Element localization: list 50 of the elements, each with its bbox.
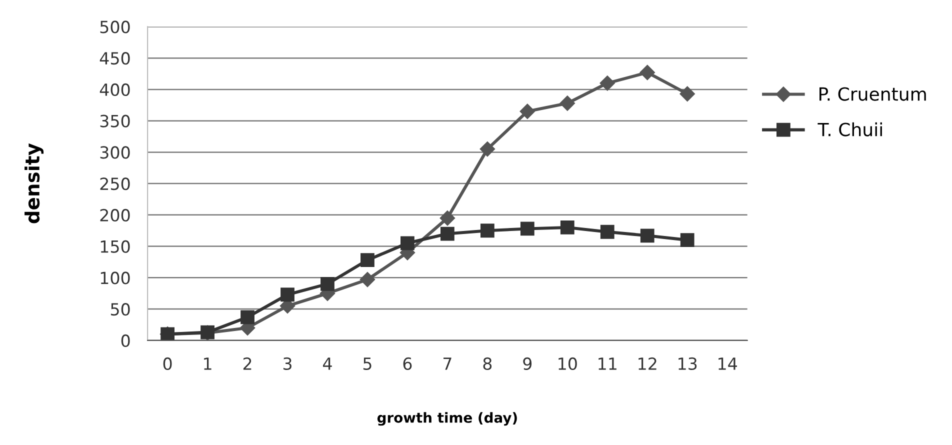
- y-tick-label: 500: [100, 20, 130, 34]
- y-tick-label: 100: [100, 272, 130, 284]
- x-tick-label: 9: [523, 357, 532, 370]
- point: [640, 228, 654, 243]
- y-tick-label: 300: [100, 146, 130, 159]
- point: [440, 226, 454, 241]
- x-tick-label: 0: [163, 357, 172, 370]
- y-tick-label: 400: [100, 83, 130, 96]
- y-tick-label: 200: [100, 208, 130, 222]
- point: [480, 224, 494, 238]
- point: [480, 141, 495, 157]
- point: [360, 253, 374, 268]
- x-tick-label: 6: [403, 357, 412, 370]
- point: [560, 96, 575, 111]
- x-tick-label: 7: [444, 358, 452, 370]
- y-tick-label: 150: [100, 240, 130, 253]
- y-tick-label: 450: [100, 52, 130, 65]
- point: [320, 277, 334, 291]
- y-tick-label: 0: [121, 334, 130, 347]
- y-tick-label: 350: [100, 114, 130, 128]
- point: [600, 76, 615, 91]
- point: [680, 86, 695, 102]
- x-tick-label: 3: [283, 357, 292, 370]
- x-tick-label: 2: [243, 357, 252, 370]
- x-tick-label: 5: [363, 358, 372, 370]
- x-tick-label: 14: [718, 358, 737, 370]
- y-tick-label: 50: [110, 303, 130, 316]
- x-tick-label: 13: [678, 357, 697, 370]
- point: [680, 233, 694, 247]
- y-tick-label: 250: [100, 178, 130, 190]
- point: [600, 224, 614, 239]
- point: [440, 210, 456, 226]
- legend-label: P. Cruentum: [820, 87, 926, 101]
- x-tick-label: 8: [483, 357, 492, 370]
- x-tick-label: 4: [323, 358, 332, 370]
- legend-label: T. Chuii: [818, 122, 882, 136]
- x-axis-title: growth time (day): [377, 412, 517, 426]
- point: [400, 236, 414, 250]
- x-tick-label: 11: [598, 358, 616, 370]
- y-axis-title: density: [24, 143, 44, 224]
- point: [360, 272, 376, 288]
- point: [520, 222, 534, 236]
- point: [280, 288, 294, 302]
- x-tick-label: 12: [638, 357, 656, 370]
- x-tick-label: 1: [204, 358, 212, 370]
- x-tick-label: 10: [558, 357, 577, 370]
- point: [520, 104, 535, 119]
- point: [560, 220, 574, 234]
- point: [240, 310, 254, 324]
- point: [640, 64, 655, 80]
